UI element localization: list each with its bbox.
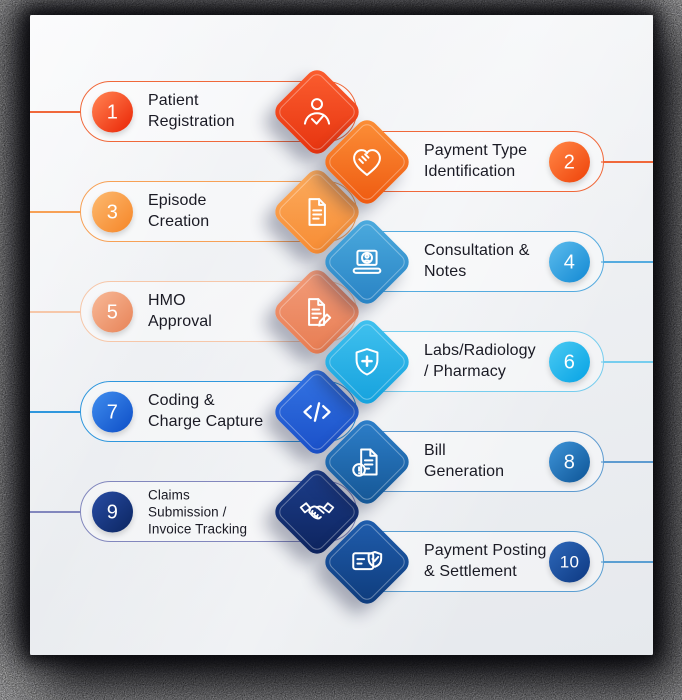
step-title-line: Payment Posting <box>424 542 547 560</box>
handshake-icon <box>299 502 335 520</box>
step-diamond <box>320 115 414 209</box>
connector-line <box>601 161 653 163</box>
step-number: 3 <box>106 201 119 223</box>
step-title-line: Submission / <box>148 504 227 520</box>
step-title-line: Patient <box>148 92 199 110</box>
connector-line <box>30 111 81 113</box>
step-diamond <box>270 65 364 159</box>
connector-line <box>30 511 81 513</box>
step-number: 9 <box>106 501 119 523</box>
step-diamond <box>270 465 364 559</box>
workflow-step: 8 Bill Generation <box>30 415 653 509</box>
step-title-line: Consultation & <box>424 242 530 260</box>
step-number: 7 <box>106 401 119 423</box>
step-number-badge: 3 <box>92 191 133 233</box>
step-title-line: Registration <box>148 113 235 130</box>
step-number-badge: 6 <box>549 341 590 383</box>
step-title-line: Claims <box>148 487 190 503</box>
step-title-line: Charge Capture <box>148 413 264 430</box>
person-check-icon <box>303 98 331 125</box>
step-title-line: Creation <box>148 213 210 230</box>
step-title-line: HMO <box>148 292 186 310</box>
workflow-step: 6 Labs/Radiology / Pharmacy <box>30 315 653 409</box>
step-number-badge: 10 <box>549 541 590 583</box>
workflow-step: 1 Patient Registration <box>30 65 653 159</box>
workflow-card: 1 Patient Registration 2 Payment Type Iden… <box>30 15 653 655</box>
step-title: Patient Registration <box>148 91 235 133</box>
connector-line <box>601 561 653 563</box>
step-title-line: / Pharmacy <box>424 363 506 380</box>
step-title: Bill Generation <box>424 441 504 483</box>
step-title-line: Bill <box>424 442 446 460</box>
step-icon <box>334 229 400 295</box>
step-diamond <box>270 265 364 359</box>
step-title: Episode Creation <box>148 191 209 233</box>
code-icon <box>303 402 331 422</box>
step-title: Payment Posting & Settlement <box>424 541 546 583</box>
step-title-line: Generation <box>424 463 505 480</box>
step-title-line: & Settlement <box>424 563 517 580</box>
step-number-badge: 7 <box>92 391 133 433</box>
step-number: 10 <box>559 552 580 572</box>
step-title: HMO Approval <box>148 291 212 333</box>
step-diamond <box>270 165 364 259</box>
shield-cross-icon <box>355 348 379 376</box>
step-number: 5 <box>106 301 119 323</box>
document-icon <box>308 198 326 226</box>
step-title-line: Identification <box>424 163 516 180</box>
step-number-badge: 9 <box>92 491 133 533</box>
step-icon <box>334 429 400 495</box>
step-title: Consultation & Notes <box>424 241 529 283</box>
workflow-step: 2 Payment Type Identification <box>30 115 653 209</box>
step-number: 2 <box>563 151 576 173</box>
step-title: Coding & Charge Capture <box>148 391 263 433</box>
workflow-step: 3 Episode Creation <box>30 165 653 259</box>
workflow-step: 10 Payment Posting & Settlement <box>30 515 653 609</box>
connector-line <box>30 211 81 213</box>
step-number-badge: 8 <box>549 441 590 483</box>
step-diamond <box>320 415 414 509</box>
step-number-badge: 1 <box>92 91 133 133</box>
step-diamond <box>270 365 364 459</box>
workflow-step: 9 Claims Submission / Invoice Tracking <box>30 465 653 559</box>
step-diamond <box>320 515 414 609</box>
step-title-line: Approval <box>148 313 212 330</box>
bill-alert-icon <box>352 448 378 477</box>
hands-heart-icon <box>353 149 381 176</box>
workflow-step: 7 Coding & Charge Capture <box>30 365 653 459</box>
step-diamond <box>320 315 414 409</box>
step-title-line: Labs/Radiology <box>424 342 536 360</box>
step-title-line: Notes <box>424 263 467 280</box>
workflow-step: 5 HMO Approval <box>30 265 653 359</box>
payment-shield-icon <box>352 551 383 571</box>
step-number: 8 <box>563 451 576 473</box>
laptop-user-icon <box>352 249 382 274</box>
connector-line <box>30 411 81 413</box>
step-title-line: Payment Type <box>424 142 528 160</box>
step-title-line: Coding & <box>148 392 215 410</box>
connector-line <box>30 311 81 313</box>
document-edit-icon <box>308 298 332 327</box>
connector-line <box>601 261 653 263</box>
step-diamond <box>320 215 414 309</box>
workflow-step: 4 Consultation & Notes <box>30 215 653 309</box>
step-title: Labs/Radiology / Pharmacy <box>424 341 536 383</box>
step-number-badge: 2 <box>549 141 590 183</box>
step-title-line: Episode <box>148 192 207 210</box>
step-number-badge: 5 <box>92 291 133 333</box>
step-title: Payment Type Identification <box>424 141 527 183</box>
step-number-badge: 4 <box>549 241 590 283</box>
step-icon <box>334 129 400 195</box>
connector-line <box>601 461 653 463</box>
step-title-line: Invoice Tracking <box>148 521 248 537</box>
step-icon <box>334 529 400 595</box>
step-number: 4 <box>563 251 576 273</box>
step-icon <box>334 329 400 395</box>
connector-line <box>601 361 653 363</box>
step-title: Claims Submission / Invoice Tracking <box>148 486 247 537</box>
step-number: 6 <box>563 351 576 373</box>
step-number: 1 <box>106 101 119 123</box>
